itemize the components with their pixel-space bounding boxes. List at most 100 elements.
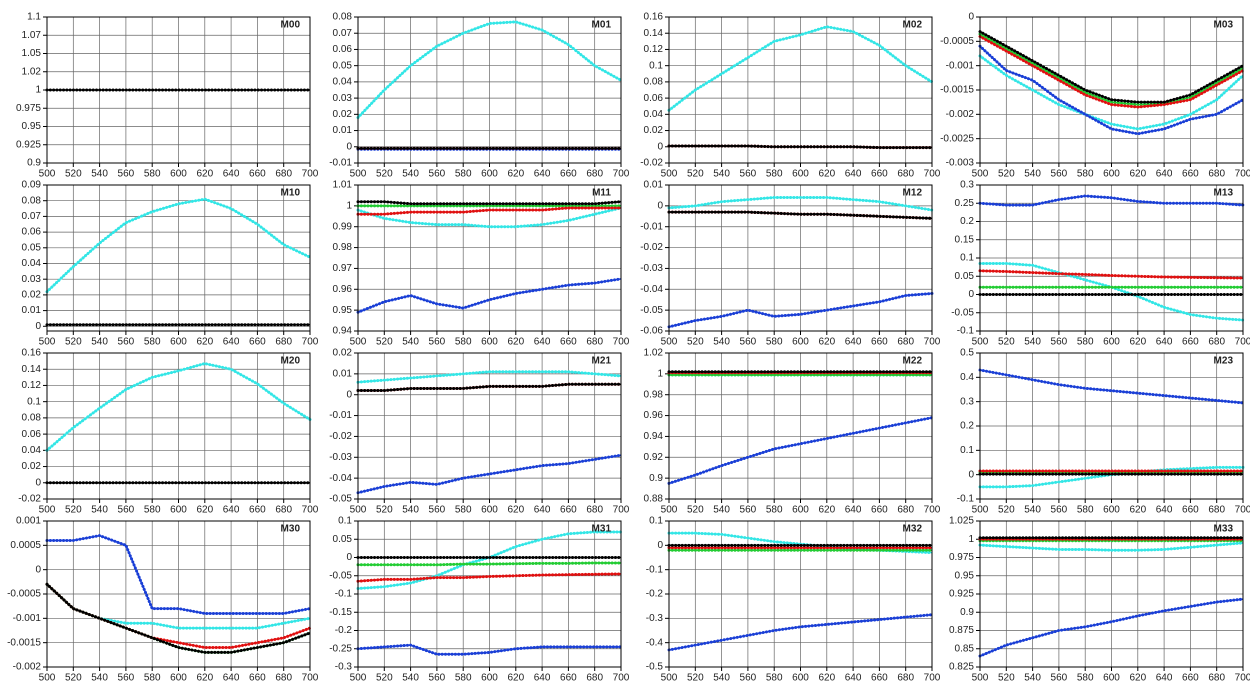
y-tick-label: 0.12	[22, 380, 42, 391]
y-tick-label: 0.925	[949, 589, 974, 600]
y-tick-label: -0.05	[951, 307, 974, 318]
x-tick-label: 700	[302, 505, 319, 516]
x-tick-label: 640	[1156, 673, 1173, 684]
x-tick-label: 680	[1208, 337, 1225, 348]
y-tick-label: 0.08	[22, 413, 42, 424]
y-tick-label: 0.94	[333, 326, 353, 337]
x-tick-label: 500	[350, 505, 367, 516]
y-tick-label: -0.0005	[940, 36, 974, 47]
plot-frame	[668, 520, 933, 668]
y-tick-label: 0.1	[338, 516, 352, 527]
x-tick-label: 540	[402, 337, 419, 348]
x-tick-label: 620	[507, 337, 524, 348]
x-tick-label: 600	[792, 337, 809, 348]
x-tick-label: 500	[972, 505, 989, 516]
x-tick-label: 500	[972, 673, 989, 684]
x-tick-label: 580	[766, 169, 783, 180]
x-tick-label: 680	[275, 169, 292, 180]
x-tick-label: 520	[687, 169, 704, 180]
y-tick-label: -0.2	[646, 589, 664, 600]
y-tick-label: 0.05	[22, 242, 42, 253]
x-tick-label: 520	[687, 505, 704, 516]
y-tick-label: 1.02	[644, 348, 664, 359]
plot-frame	[668, 352, 933, 500]
y-tick-label: -0.3	[335, 662, 353, 673]
x-tick-label: 560	[118, 505, 135, 516]
y-tick-label: 0.16	[644, 12, 664, 23]
y-tick-label: 0.08	[333, 12, 353, 23]
x-tick-label: 580	[766, 505, 783, 516]
x-tick-label: 680	[1208, 169, 1225, 180]
x-tick-label: 560	[740, 169, 757, 180]
y-tick-label: 0.3	[960, 396, 974, 407]
y-tick-label: 0	[657, 200, 663, 211]
x-tick-label: 580	[144, 673, 161, 684]
x-tick-label: 660	[560, 673, 577, 684]
x-tick-label: 660	[249, 169, 266, 180]
x-tick-label: 560	[1051, 673, 1068, 684]
y-tick-label: -0.04	[329, 473, 352, 484]
x-tick-label: 520	[376, 505, 393, 516]
plot-frame	[46, 520, 311, 668]
x-tick-label: 700	[924, 673, 941, 684]
y-tick-label: -0.001	[946, 60, 975, 71]
y-tick-label: 0.9	[649, 473, 663, 484]
x-tick-label: 500	[972, 337, 989, 348]
y-tick-label: -0.3	[646, 613, 664, 624]
plot-frame	[357, 352, 622, 500]
y-tick-label: 0.15	[955, 234, 975, 245]
y-tick-label: 0.92	[644, 452, 664, 463]
x-tick-label: 520	[998, 505, 1015, 516]
series-line	[979, 33, 1244, 106]
y-tick-label: -0.02	[640, 242, 663, 253]
y-tick-label: 0.1	[649, 60, 663, 71]
chart-title: M32	[903, 524, 923, 535]
y-tick-label: 0	[35, 564, 41, 575]
x-tick-label: 680	[897, 169, 914, 180]
series-line	[357, 278, 622, 313]
series-line	[46, 362, 311, 451]
x-tick-label: 500	[39, 505, 56, 516]
x-tick-label: 640	[534, 337, 551, 348]
x-tick-label: 600	[792, 673, 809, 684]
y-tick-label: -0.03	[329, 452, 352, 463]
series-line	[357, 21, 622, 119]
x-tick-label: 580	[766, 337, 783, 348]
y-tick-label: -0.01	[640, 221, 663, 232]
y-tick-label: 1.01	[333, 180, 353, 191]
y-tick-label: 0.06	[22, 227, 42, 238]
y-tick-label: 0.98	[333, 242, 353, 253]
x-tick-label: 560	[118, 169, 135, 180]
y-tick-label: -0.01	[329, 410, 352, 421]
x-tick-label: 560	[1051, 505, 1068, 516]
x-tick-label: 660	[871, 505, 888, 516]
x-tick-label: 540	[402, 505, 419, 516]
y-tick-label: 0.05	[955, 271, 975, 282]
y-tick-label: 0.02	[22, 461, 42, 472]
y-tick-label: 0.02	[22, 290, 42, 301]
y-tick-label: 0.06	[333, 44, 353, 55]
x-tick-label: 660	[1182, 673, 1199, 684]
x-tick-label: 560	[1051, 169, 1068, 180]
x-tick-label: 660	[249, 673, 266, 684]
y-tick-label: -0.02	[640, 158, 663, 169]
x-tick-label: 540	[91, 169, 108, 180]
y-tick-label: 0.14	[644, 28, 664, 39]
x-tick-label: 560	[740, 673, 757, 684]
y-tick-label: 0.05	[333, 534, 353, 545]
x-tick-label: 540	[713, 337, 730, 348]
y-tick-label: 0.06	[22, 429, 42, 440]
x-tick-label: 520	[998, 169, 1015, 180]
series-line	[979, 542, 1244, 551]
x-tick-label: 680	[897, 505, 914, 516]
x-tick-label: 640	[534, 169, 551, 180]
plot-frame	[357, 520, 622, 668]
x-tick-label: 640	[845, 673, 862, 684]
x-tick-label: 500	[350, 337, 367, 348]
x-tick-label: 640	[223, 673, 240, 684]
chart-title: M12	[903, 188, 923, 199]
x-tick-label: 620	[1129, 505, 1146, 516]
y-tick-label: 0.975	[16, 103, 41, 114]
x-tick-label: 620	[507, 505, 524, 516]
x-tick-label: 500	[661, 169, 678, 180]
